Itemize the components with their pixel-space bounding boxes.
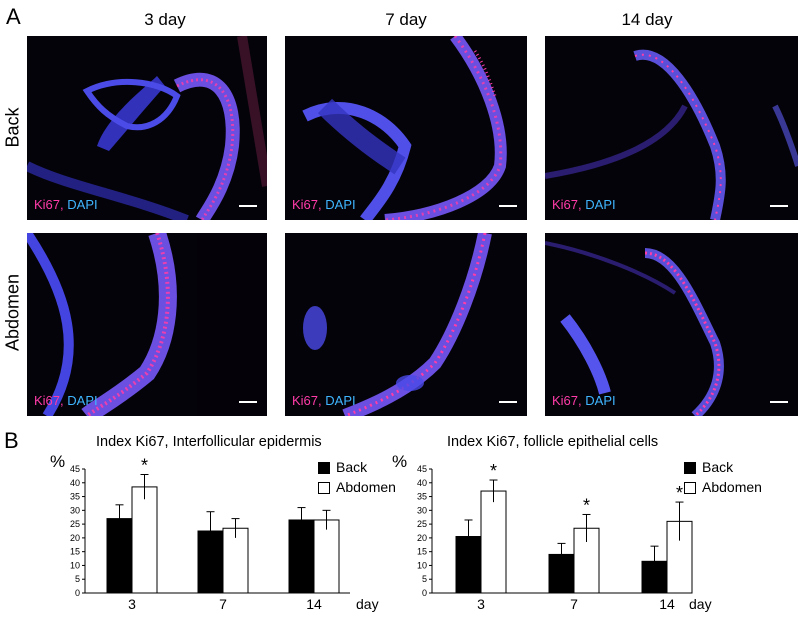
tissue-image (545, 241, 724, 416)
chart2-y-tick-label: 10 (417, 560, 427, 570)
chart1-xlabel: day (356, 596, 379, 612)
chart2-legend-back-label: Back (702, 459, 734, 475)
chart1-ylabel: % (50, 452, 66, 471)
chart2-xlabel: day (689, 596, 712, 612)
chart1-x-tick-label: 3 (128, 596, 136, 612)
panel-b-label: B (4, 428, 19, 453)
scale-bar (770, 205, 788, 207)
scale-bar (239, 401, 257, 403)
tissue-image (302, 36, 507, 220)
chart2-ylabel: % (392, 452, 408, 471)
micrograph-abdomen-14-day: Ki67, DAPI (545, 233, 798, 416)
chart2-plot: 0 5 10 15 20 25 30 35 40 45 * 3 * 7 * 14 day (417, 461, 712, 612)
panel-a-label: A (6, 4, 21, 29)
stain-label: Ki67, DAPI (292, 393, 356, 408)
chart1-y-tick-label: 20 (70, 533, 80, 543)
micrograph-back-3-day: Ki67, DAPI (27, 36, 267, 220)
micrograph-abdomen-3-day: Ki67, DAPI (27, 233, 267, 416)
chart1-y-tick-label: 40 (70, 478, 80, 488)
chart2-y-tick-label: 30 (417, 505, 427, 515)
stain-label: Ki67, DAPI (34, 393, 98, 408)
chart1-bar-abdomen-3 (131, 486, 158, 594)
column-label-14-day: 14 day (621, 10, 673, 29)
chart1-y-tick-label: 5 (75, 574, 80, 584)
chart1-y-tick-label: 45 (70, 464, 80, 474)
chart1-legend-back-label: Back (336, 459, 368, 475)
chart1-y-tick-label: 35 (70, 492, 80, 502)
stain-label: Ki67, DAPI (34, 197, 98, 212)
stain-label: Ki67, DAPI (292, 197, 356, 212)
scale-bar (499, 205, 517, 207)
scale-bar (770, 401, 788, 403)
chart1-y-tick-label: 10 (70, 560, 80, 570)
chart1-bar-abdomen-14 (313, 519, 340, 594)
chart2-y-tick-label: 45 (417, 464, 427, 474)
chart2-legend-abdomen-swatch (684, 482, 696, 494)
chart2-y-tick-label: 15 (417, 547, 427, 557)
chart2-significance-star: * (490, 461, 497, 481)
chart1-bar-abdomen-7 (222, 527, 249, 594)
column-label-7-day: 7 day (385, 10, 427, 29)
chart1-y-tick-label: 15 (70, 547, 80, 557)
chart1-y-tick-label: 25 (70, 519, 80, 529)
scale-bar (499, 401, 517, 403)
chart1-title: Index Ki67, Interfollicular epidermis (96, 434, 322, 450)
chart2-significance-star: * (583, 495, 590, 515)
tissue-image (545, 49, 798, 220)
chart2-y-tick-label: 5 (422, 574, 427, 584)
column-label-3-day: 3 day (144, 10, 186, 29)
chart2-legend-abdomen-label: Abdomen (702, 479, 762, 495)
chart2-x-tick-label: 3 (477, 596, 485, 612)
chart1-y-tick-label: 0 (75, 588, 80, 598)
chart1-plot: 0 5 10 15 20 25 30 35 40 45 * 3 7 14 day (70, 456, 379, 612)
chart2-legend-back-swatch (684, 462, 696, 474)
chart2-y-tick-label: 0 (422, 588, 427, 598)
chart1-legend-back-swatch (318, 462, 330, 474)
chart2-y-tick-label: 25 (417, 519, 427, 529)
micrograph-abdomen-7-day: Ki67, DAPI (285, 233, 527, 416)
chart2-y-tick-label: 20 (417, 533, 427, 543)
chart2-title: Index Ki67, follicle epithelial cells (447, 434, 659, 450)
chart1-y-tick-label: 30 (70, 505, 80, 515)
stain-label: Ki67, DAPI (552, 393, 616, 408)
micrograph-back-7-day: Ki67, DAPI (285, 36, 527, 220)
chart2-y-tick-label: 40 (417, 478, 427, 488)
stain-label: Ki67, DAPI (552, 197, 616, 212)
chart2-significance-star: * (676, 483, 683, 503)
tissue-image (27, 233, 267, 416)
chart2-x-tick-label: 7 (570, 596, 578, 612)
chart2-x-tick-label: 14 (659, 596, 675, 612)
tissue-image (27, 36, 267, 220)
micrograph-back-14-day: Ki67, DAPI (545, 36, 798, 220)
chart1-legend-abdomen-swatch (318, 482, 330, 494)
row-label-back: Back (2, 107, 23, 148)
row-label-abdomen: Abdomen (2, 273, 23, 352)
chart2-y-tick-label: 35 (417, 492, 427, 502)
scale-bar (239, 205, 257, 207)
chart1-legend-abdomen-label: Abdomen (336, 479, 396, 495)
chart1-significance-star: * (141, 456, 148, 476)
chart1-x-tick-label: 7 (219, 596, 227, 612)
tissue-image (303, 233, 492, 416)
chart1-x-tick-label: 14 (306, 596, 322, 612)
chart2-bar-abdomen-3 (480, 490, 507, 594)
